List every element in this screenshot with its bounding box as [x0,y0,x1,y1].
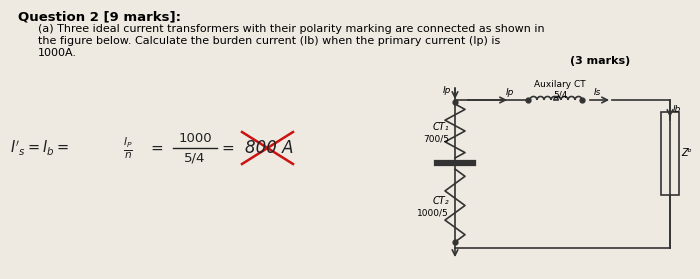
Text: the figure below. Calculate the burden current (Ib) when the primary current (Ip: the figure below. Calculate the burden c… [38,36,500,46]
Text: Zᵇ: Zᵇ [681,148,692,158]
Text: Ip: Ip [506,88,514,97]
Text: 700/5: 700/5 [423,134,449,143]
Text: $\frac{I_P}{n}$: $\frac{I_P}{n}$ [123,135,133,161]
Text: Question 2 [9 marks]:: Question 2 [9 marks]: [18,10,181,23]
Text: 1000: 1000 [178,133,212,146]
Text: Ip: Ip [442,86,451,95]
Text: 5/4: 5/4 [184,151,206,165]
Text: (3 marks): (3 marks) [570,56,630,66]
Text: Ib: Ib [673,105,681,114]
Text: CT₁: CT₁ [433,122,449,132]
Text: 1000/5: 1000/5 [417,209,449,218]
Text: =: = [150,141,162,155]
Text: =: = [221,141,234,155]
Text: CT₂: CT₂ [433,196,449,206]
Text: (a) Three ideal current transformers with their polarity marking are connected a: (a) Three ideal current transformers wit… [38,24,545,34]
Text: Is: Is [594,88,601,97]
Text: 1000A.: 1000A. [38,48,77,58]
Text: Auxilary CT: Auxilary CT [534,80,586,89]
Text: 5/4: 5/4 [553,90,567,99]
Text: 800 A: 800 A [245,139,293,157]
Bar [661,112,679,195]
Text: $I'_s = I_b = $: $I'_s = I_b = $ [10,138,69,158]
